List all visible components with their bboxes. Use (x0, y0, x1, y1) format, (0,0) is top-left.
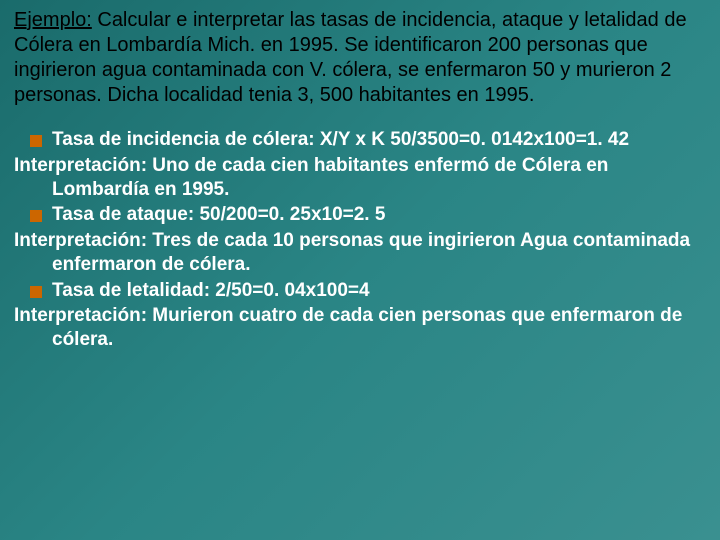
bullet-3: Tasa de letalidad: 2/50=0. 04x100=4 (52, 279, 696, 303)
interp-2: Interpretación: Tres de cada 10 personas… (14, 229, 696, 277)
bullet-1: Tasa de incidencia de cólera: X/Y x K 50… (52, 128, 696, 152)
header-rest: Calcular e interpretar las tasas de inci… (14, 9, 687, 106)
slide: Ejemplo: Calcular e interpretar las tasa… (0, 0, 720, 540)
bullet-2: Tasa de ataque: 50/200=0. 25x10=2. 5 (52, 203, 696, 227)
interp-1: Interpretación: Uno de cada cien habitan… (14, 154, 696, 202)
slide-content: Tasa de incidencia de cólera: X/Y x K 50… (14, 128, 706, 352)
header-prefix: Ejemplo: (14, 9, 92, 31)
slide-header: Ejemplo: Calcular e interpretar las tasa… (14, 8, 706, 108)
interp-3: Interpretación: Murieron cuatro de cada … (14, 304, 696, 352)
